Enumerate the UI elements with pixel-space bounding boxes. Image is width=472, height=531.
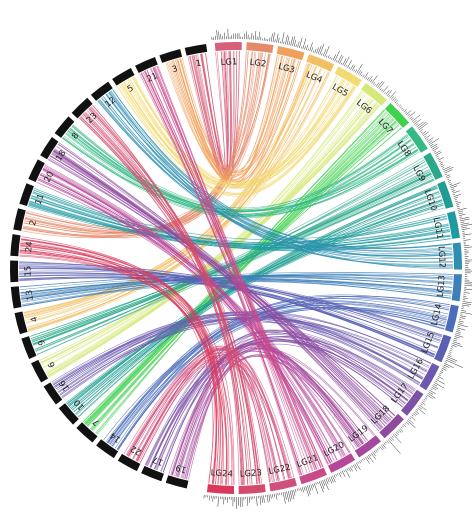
- segment-17: [141, 466, 164, 481]
- label-lg12: LG12: [436, 246, 447, 269]
- label-lg9: LG9: [410, 164, 427, 183]
- label-lg2: LG2: [249, 58, 267, 70]
- label-9: 9: [37, 338, 48, 347]
- synteny-links: [19, 51, 453, 485]
- label-13: 13: [25, 289, 36, 301]
- label-24: 24: [24, 241, 35, 253]
- segment-lg1: [215, 42, 242, 51]
- segment-24: [10, 234, 20, 256]
- segment-lg23: [239, 484, 266, 494]
- label-lg1: LG1: [220, 57, 237, 68]
- segment-lg14: [445, 305, 459, 333]
- segment-15: [10, 261, 18, 283]
- segment-lg12: [453, 242, 462, 269]
- label-lg10: LG10: [422, 188, 439, 212]
- segment-lg13: [452, 274, 462, 301]
- label-15: 15: [23, 266, 33, 277]
- segment-lg2: [246, 42, 273, 53]
- segment-1: [185, 44, 207, 56]
- segment-13: [11, 286, 22, 308]
- segment-3: [159, 49, 182, 63]
- segment-lg24: [207, 484, 234, 494]
- label-11: 11: [34, 193, 47, 207]
- label-lg20: LG20: [322, 440, 346, 459]
- label-lg23: LG23: [239, 468, 262, 480]
- label-lg13: LG13: [436, 275, 448, 298]
- segment-lg11: [447, 211, 460, 239]
- label-lg24: LG24: [210, 468, 233, 480]
